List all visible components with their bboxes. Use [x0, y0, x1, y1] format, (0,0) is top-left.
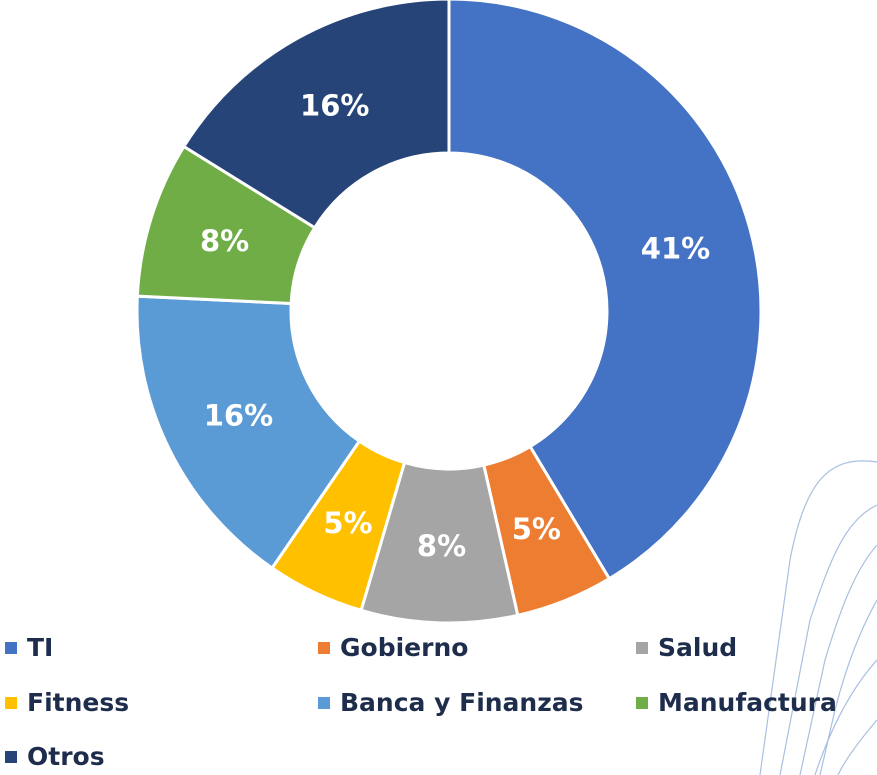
data-label: 16% — [300, 89, 369, 123]
legend-swatch — [636, 697, 648, 709]
legend-label: Fitness — [27, 688, 129, 717]
donut-slice — [135, 294, 362, 571]
data-label: 8% — [200, 224, 249, 258]
legend-swatch — [5, 697, 17, 709]
legend-label: Gobierno — [340, 633, 468, 662]
legend-swatch — [318, 642, 330, 654]
legend-label: Banca y Finanzas — [340, 688, 584, 717]
legend-swatch — [5, 751, 17, 763]
legend-swatch — [5, 642, 17, 654]
data-label: 8% — [417, 529, 466, 563]
legend-swatch — [636, 642, 648, 654]
data-label: 41% — [641, 231, 710, 265]
donut-slice — [181, 0, 451, 230]
legend-label: Manufactura — [658, 688, 837, 717]
data-label: 16% — [204, 398, 273, 432]
legend-label: Salud — [658, 633, 737, 662]
decoration — [759, 460, 877, 775]
data-label: 5% — [323, 506, 372, 540]
legend-swatch — [318, 697, 330, 709]
legend-label: Otros — [27, 742, 105, 771]
data-label: 5% — [512, 512, 561, 546]
legend-label: TI — [27, 633, 53, 662]
donut-slice — [447, 0, 763, 581]
